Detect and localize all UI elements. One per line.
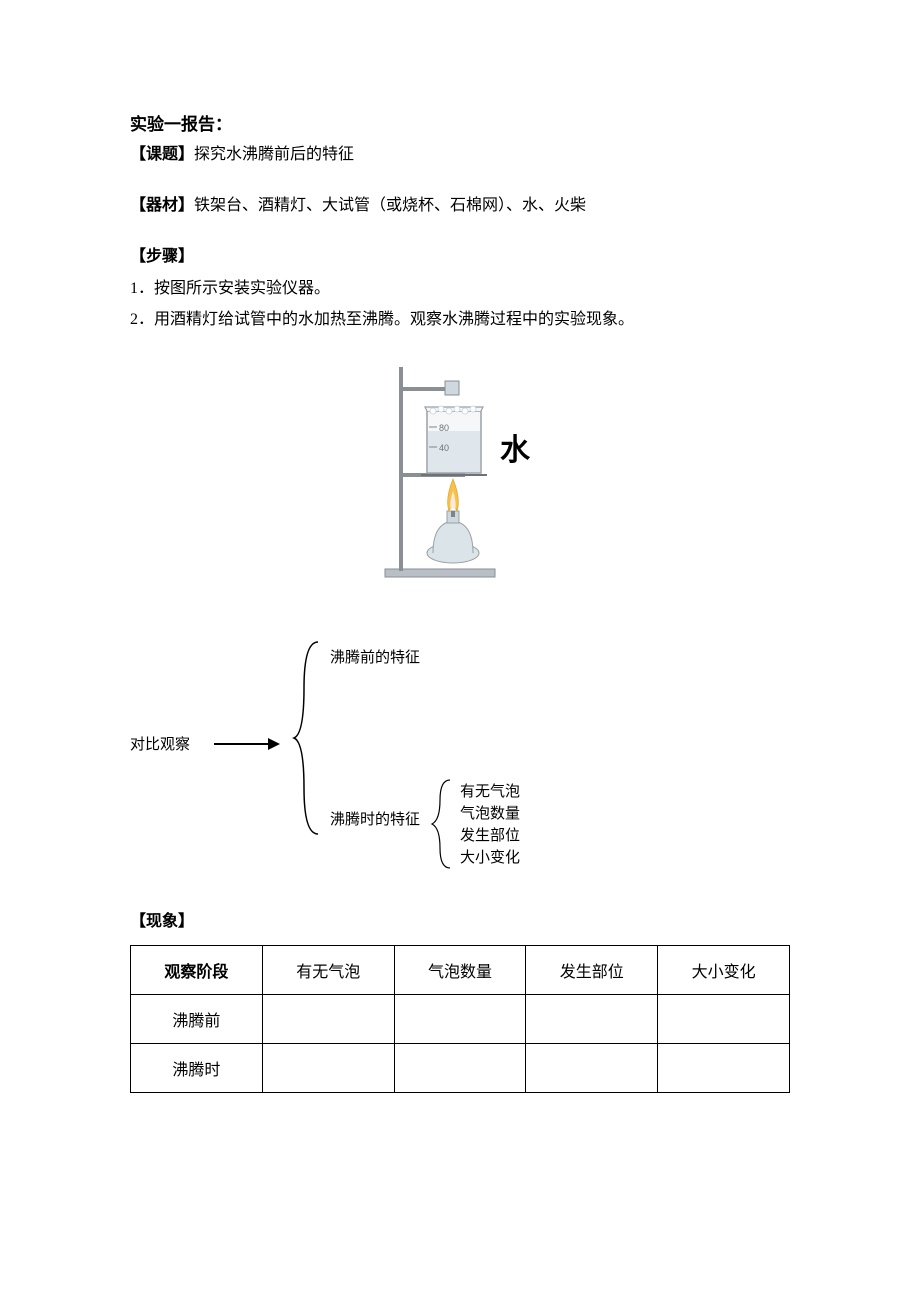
table-header-row: 观察阶段 有无气泡 气泡数量 发生部位 大小变化 (131, 946, 790, 995)
equipment-text: 铁架台、酒精灯、大试管（或烧杯、石棉网）、水、火柴 (194, 197, 586, 214)
leaf-2: 发生部位 (460, 824, 520, 845)
leaf-1: 气泡数量 (460, 802, 520, 823)
steps-label: 【步骤】 (130, 243, 790, 270)
cell (394, 1044, 526, 1093)
report-title: 实验一报告： (130, 110, 790, 135)
spacer (130, 223, 790, 239)
col-location: 发生部位 (526, 946, 658, 995)
observation-table: 观察阶段 有无气泡 气泡数量 发生部位 大小变化 沸腾前 沸腾时 (130, 945, 790, 1093)
step-2: 2．用酒精灯给试管中的水加热至沸腾。观察水沸腾过程中的实验现象。 (130, 306, 790, 333)
step-1: 1．按图所示安装实验仪器。 (130, 275, 790, 302)
cell (262, 1044, 394, 1093)
branch-bottom: 沸腾时的特征 (330, 808, 420, 829)
cell (526, 995, 658, 1044)
cell (262, 995, 394, 1044)
cell (658, 1044, 790, 1093)
brace-small (430, 778, 456, 870)
branch-top: 沸腾前的特征 (330, 646, 420, 667)
topic-line: 【课题】探究水沸腾前后的特征 (130, 141, 790, 168)
col-stage: 观察阶段 (131, 946, 263, 995)
col-count: 气泡数量 (394, 946, 526, 995)
beaker-mark-80: 80 (439, 423, 449, 433)
col-size: 大小变化 (658, 946, 790, 995)
leaf-3: 大小变化 (460, 846, 520, 867)
row-during: 沸腾时 (131, 1044, 263, 1093)
page: 实验一报告： 【课题】探究水沸腾前后的特征 【器材】铁架台、酒精灯、大试管（或烧… (0, 0, 920, 1302)
col-bubbles: 有无气泡 (262, 946, 394, 995)
cell (658, 995, 790, 1044)
cell (394, 995, 526, 1044)
water-label: 水 (500, 425, 530, 469)
topic-text: 探究水沸腾前后的特征 (194, 146, 354, 163)
leaf-0: 有无气泡 (460, 780, 520, 801)
equipment-label: 【器材】 (130, 197, 194, 214)
row-before: 沸腾前 (131, 995, 263, 1044)
beaker-mark-40: 40 (439, 443, 449, 453)
comparison-diagram: 对比观察 沸腾前的特征 沸腾时的特征 有无气泡 气泡数量 发生部位 大小变化 (130, 628, 790, 868)
spacer (130, 172, 790, 188)
table-row: 沸腾时 (131, 1044, 790, 1093)
topic-label: 【课题】 (130, 146, 194, 163)
arrow-icon (212, 736, 282, 752)
apparatus-figure: 80 40 水 (130, 363, 790, 588)
cell (526, 1044, 658, 1093)
equipment-line: 【器材】铁架台、酒精灯、大试管（或烧杯、石棉网）、水、火柴 (130, 192, 790, 219)
apparatus-svg: 80 40 (375, 363, 545, 583)
phenomena-label: 【现象】 (130, 908, 790, 935)
table-row: 沸腾前 (131, 995, 790, 1044)
diagram-root: 对比观察 (130, 733, 190, 754)
brace-large (290, 638, 326, 838)
